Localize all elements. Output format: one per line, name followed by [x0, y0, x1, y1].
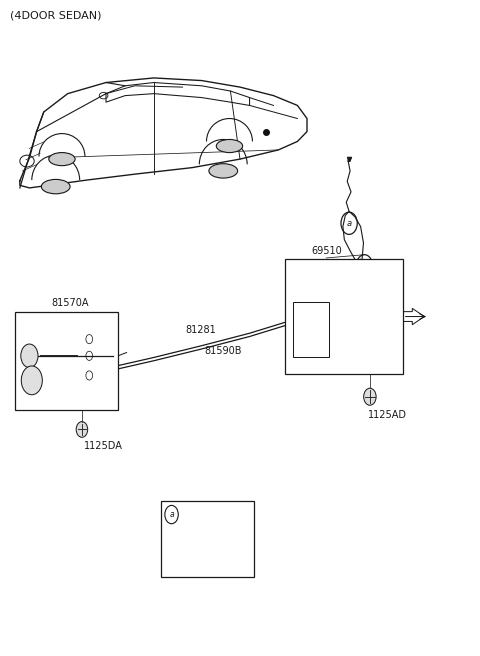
Text: 81575: 81575 — [17, 326, 48, 336]
Text: 81199: 81199 — [182, 506, 213, 516]
Circle shape — [76, 422, 88, 438]
Text: 81570A: 81570A — [51, 298, 89, 308]
Bar — [293, 302, 328, 358]
Bar — [161, 501, 254, 577]
Circle shape — [200, 554, 210, 567]
Bar — [15, 312, 118, 410]
Text: a: a — [362, 261, 367, 270]
Text: 81281: 81281 — [185, 325, 216, 335]
Text: 79552: 79552 — [291, 287, 323, 297]
Bar — [286, 259, 403, 374]
Circle shape — [21, 344, 38, 367]
Ellipse shape — [99, 92, 108, 99]
Text: 87551: 87551 — [295, 272, 326, 282]
Ellipse shape — [209, 164, 238, 178]
Text: 81590B: 81590B — [204, 346, 241, 356]
Circle shape — [364, 388, 376, 405]
Text: 81275: 81275 — [17, 387, 48, 397]
Text: a: a — [169, 510, 174, 519]
Ellipse shape — [41, 179, 70, 194]
Text: 69510: 69510 — [312, 246, 343, 256]
Ellipse shape — [216, 140, 242, 153]
Text: 1125AD: 1125AD — [368, 410, 407, 420]
Ellipse shape — [49, 153, 75, 166]
Circle shape — [21, 366, 42, 395]
Circle shape — [182, 554, 192, 567]
Text: 1125DA: 1125DA — [84, 441, 123, 451]
Text: a: a — [347, 218, 352, 228]
Text: (4DOOR SEDAN): (4DOOR SEDAN) — [10, 10, 102, 20]
